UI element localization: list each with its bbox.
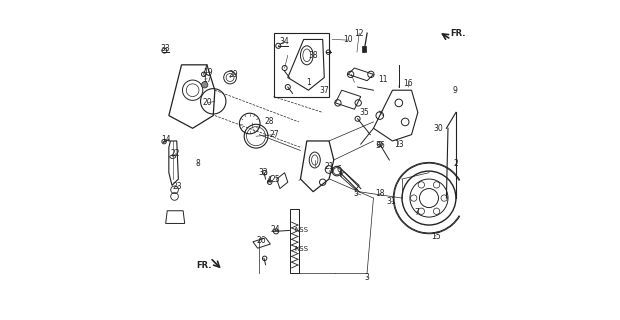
Text: 15: 15 (431, 232, 441, 241)
Text: 19: 19 (204, 68, 213, 77)
Circle shape (202, 82, 208, 88)
Text: 31: 31 (386, 197, 396, 206)
Text: 6: 6 (336, 165, 341, 174)
Text: 22: 22 (170, 149, 180, 158)
Text: 10: 10 (343, 35, 353, 44)
Text: NSS: NSS (294, 227, 308, 233)
Text: 32: 32 (259, 168, 268, 177)
Text: 2: 2 (454, 159, 458, 168)
Text: 17: 17 (202, 75, 211, 84)
Text: 37: 37 (319, 86, 329, 95)
Text: 16: 16 (404, 79, 413, 88)
Text: 20: 20 (202, 99, 211, 108)
Text: 8: 8 (195, 159, 200, 168)
Text: 35: 35 (359, 108, 369, 117)
Text: FR.: FR. (197, 261, 212, 270)
Text: 4: 4 (267, 176, 271, 185)
Text: NSS: NSS (294, 246, 308, 252)
Text: 14: 14 (161, 135, 171, 144)
Text: 24: 24 (270, 225, 280, 234)
Text: 28: 28 (264, 117, 273, 126)
Text: FR.: FR. (451, 28, 466, 38)
Text: 30: 30 (433, 124, 443, 133)
Text: 13: 13 (394, 140, 404, 148)
Text: 12: 12 (355, 28, 364, 38)
Text: 7: 7 (414, 208, 418, 217)
Text: 38: 38 (308, 51, 318, 60)
Text: 21: 21 (324, 162, 334, 171)
Text: 25: 25 (270, 174, 280, 184)
Text: 18: 18 (375, 189, 384, 198)
Text: 34: 34 (280, 36, 290, 45)
Text: 9: 9 (453, 86, 458, 95)
Text: 3: 3 (365, 273, 370, 282)
Text: 5: 5 (353, 189, 358, 198)
Bar (340, 172, 359, 190)
Text: 36: 36 (375, 141, 384, 150)
Text: 11: 11 (378, 75, 388, 84)
Bar (290, 209, 299, 273)
Text: 23: 23 (173, 182, 182, 191)
Text: 1: 1 (306, 78, 311, 87)
Text: 29: 29 (228, 70, 238, 79)
Polygon shape (362, 46, 366, 52)
Bar (273, 33, 329, 97)
Text: 27: 27 (270, 130, 279, 139)
Text: 33: 33 (161, 44, 171, 53)
Text: 26: 26 (256, 236, 265, 245)
